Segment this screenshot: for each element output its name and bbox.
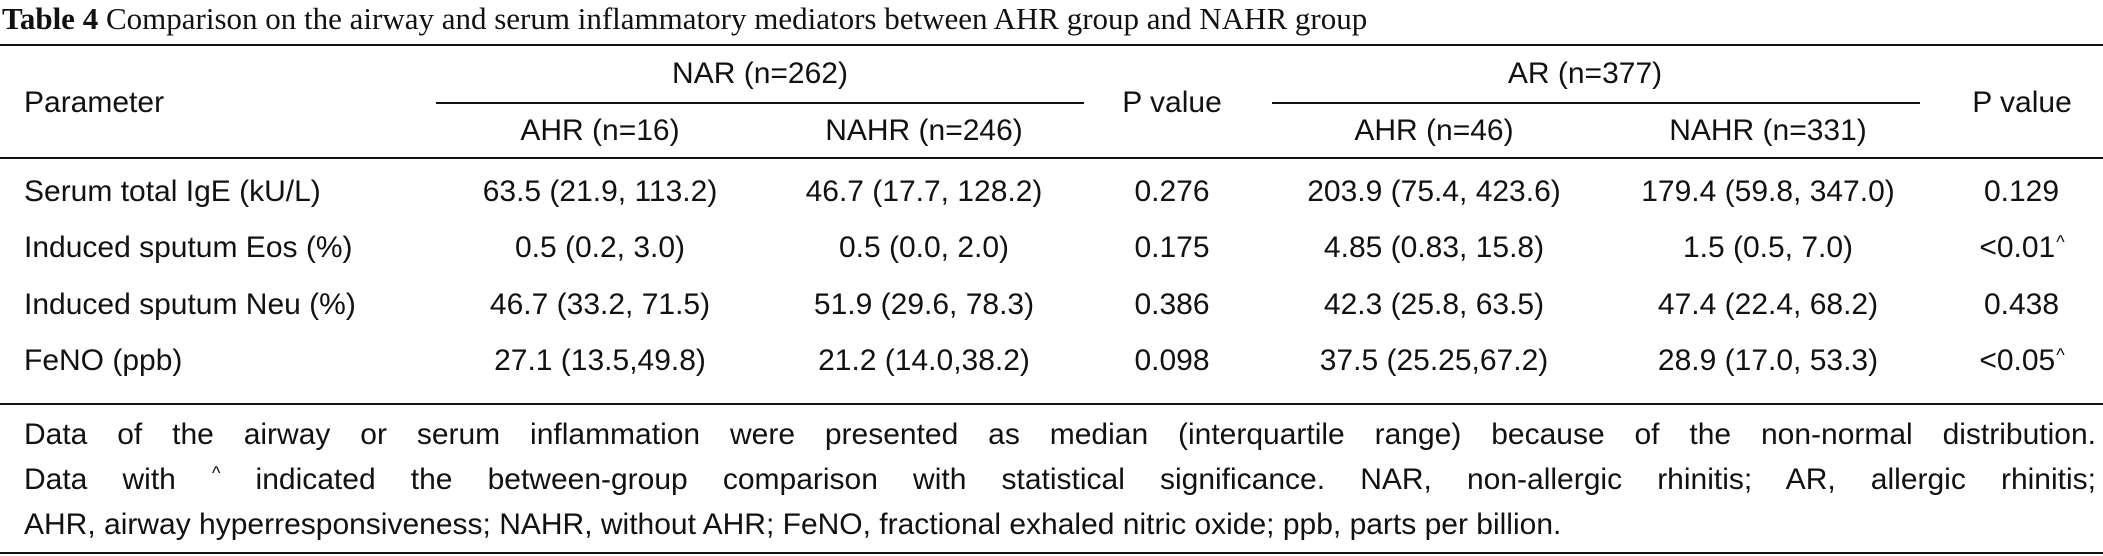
row-nar-ahr: 27.1 (13.5,49.8) — [494, 344, 706, 377]
row-ar-ahr: 37.5 (25.25,67.2) — [1319, 344, 1549, 377]
header-parameter: Parameter — [24, 86, 165, 119]
row-nar-ahr: 63.5 (21.9, 113.2) — [482, 175, 718, 208]
row-nar-nahr: 46.7 (17.7, 128.2) — [805, 175, 1043, 208]
header-group-nar: NAR (n=262) — [672, 57, 848, 90]
row-nar-nahr: 0.5 (0.0, 2.0) — [838, 231, 1010, 264]
significance-mark: ^ — [211, 463, 221, 483]
row-parameter: Serum total IgE (kU/L) — [24, 175, 321, 208]
header-ar-nahr: NAHR (n=331) — [1669, 114, 1867, 147]
row-p-nar: 0.098 — [1134, 344, 1210, 377]
header-ar-subrule — [1272, 102, 1920, 104]
table-bottom-rule — [0, 552, 2103, 554]
table-caption: Table 4 Comparison on the airway and ser… — [2, 0, 1367, 38]
row-p-ar-value: <0.01 — [1979, 231, 2056, 264]
row-nar-nahr: 51.9 (29.6, 78.3) — [813, 288, 1035, 321]
row-p-nar: 0.386 — [1134, 288, 1210, 321]
row-p-ar: <0.05^ — [1979, 343, 2064, 379]
row-ar-ahr: 4.85 (0.83, 15.8) — [1323, 231, 1545, 264]
row-parameter: Induced sputum Eos (%) — [24, 231, 353, 264]
row-ar-ahr: 203.9 (75.4, 423.6) — [1307, 175, 1561, 208]
table-title: Comparison on the airway and serum infla… — [98, 1, 1368, 36]
row-nar-nahr: 21.2 (14.0,38.2) — [818, 344, 1030, 377]
table-header-rule — [0, 157, 2103, 159]
row-ar-nahr: 28.9 (17.0, 53.3) — [1657, 344, 1879, 377]
header-group-ar: AR (n=377) — [1507, 57, 1663, 90]
footnote-text: indicated the between-group comparison w… — [220, 463, 2096, 496]
row-p-ar-value: 0.129 — [1983, 175, 2060, 208]
header-ar-ahr: AHR (n=46) — [1354, 114, 1514, 147]
row-nar-ahr: 0.5 (0.2, 3.0) — [514, 231, 686, 264]
row-p-ar: 0.438 — [1984, 287, 2060, 323]
header-p-value-ar: P value — [1972, 86, 2072, 119]
row-p-nar: 0.276 — [1134, 175, 1210, 208]
significance-mark: ^ — [2056, 232, 2065, 252]
row-nar-ahr: 46.7 (33.2, 71.5) — [489, 288, 711, 321]
row-ar-nahr: 179.4 (59.8, 347.0) — [1641, 175, 1895, 208]
row-p-nar: 0.175 — [1134, 231, 1210, 264]
table-body-rule — [0, 403, 2103, 405]
row-parameter: FeNO (ppb) — [24, 344, 183, 377]
footnote-line-2: Data with ^ indicated the between-group … — [24, 457, 2096, 502]
footnote-line-1: Data of the airway or serum inflammation… — [24, 418, 2096, 451]
table-label: Table 4 — [2, 1, 99, 36]
header-p-value-nar: P value — [1122, 86, 1222, 119]
row-p-ar-value: <0.05 — [1979, 344, 2056, 377]
row-parameter: Induced sputum Neu (%) — [24, 288, 356, 321]
row-p-ar: <0.01^ — [1979, 230, 2064, 266]
footnote-text: Data with — [24, 463, 211, 496]
table-top-rule — [0, 44, 2103, 46]
header-nar-subrule — [436, 102, 1084, 104]
row-ar-ahr: 42.3 (25.8, 63.5) — [1323, 288, 1545, 321]
significance-mark: ^ — [2056, 345, 2065, 365]
header-nar-ahr: AHR (n=16) — [520, 114, 680, 147]
header-nar-nahr: NAHR (n=246) — [825, 114, 1023, 147]
row-ar-nahr: 1.5 (0.5, 7.0) — [1682, 231, 1854, 264]
row-p-ar-value: 0.438 — [1983, 288, 2060, 321]
row-p-ar: 0.129 — [1984, 174, 2060, 210]
footnote-line-3: AHR, airway hyperresponsiveness; NAHR, w… — [24, 508, 1562, 541]
row-ar-nahr: 47.4 (22.4, 68.2) — [1657, 288, 1879, 321]
